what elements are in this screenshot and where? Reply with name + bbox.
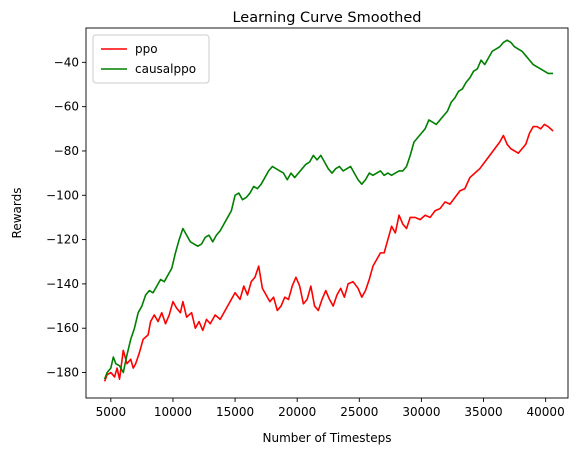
x-tick-label: 10000 xyxy=(154,405,192,419)
x-tick-label: 40000 xyxy=(527,405,565,419)
y-tick-label: −180 xyxy=(46,366,79,380)
legend: ppo causalppo xyxy=(92,34,210,84)
y-tick-label: −160 xyxy=(46,321,79,335)
y-axis-label: Rewards xyxy=(10,188,24,239)
legend-label-causalppo: causalppo xyxy=(135,62,196,76)
x-tick-label: 25000 xyxy=(340,405,378,419)
y-tick-label: −80 xyxy=(54,144,79,158)
x-tick-label: 30000 xyxy=(402,405,440,419)
y-tick-label: −120 xyxy=(46,233,79,247)
series-layer xyxy=(103,39,554,382)
plot-area xyxy=(86,28,568,398)
series-line-ppo xyxy=(103,123,554,382)
axis-ticks: 5000 10000 15000 20000 25000 30000 35000 40000 −… xyxy=(46,55,565,419)
series-line-causalppo xyxy=(103,39,554,380)
x-tick-label: 5000 xyxy=(96,405,127,419)
x-tick-label: 35000 xyxy=(464,405,502,419)
x-axis-label: Number of Timesteps xyxy=(263,431,392,445)
plot-frame xyxy=(85,27,569,399)
legend-box xyxy=(92,34,210,84)
x-tick-label: 15000 xyxy=(216,405,254,419)
legend-label-ppo: ppo xyxy=(135,42,158,56)
y-tick-label: −100 xyxy=(46,188,79,202)
y-tick-label: −60 xyxy=(54,100,79,114)
y-tick-label: −140 xyxy=(46,277,79,291)
chart-title: Learning Curve Smoothed xyxy=(232,10,421,26)
y-tick-label: −40 xyxy=(54,55,79,69)
x-tick-label: 20000 xyxy=(278,405,316,419)
